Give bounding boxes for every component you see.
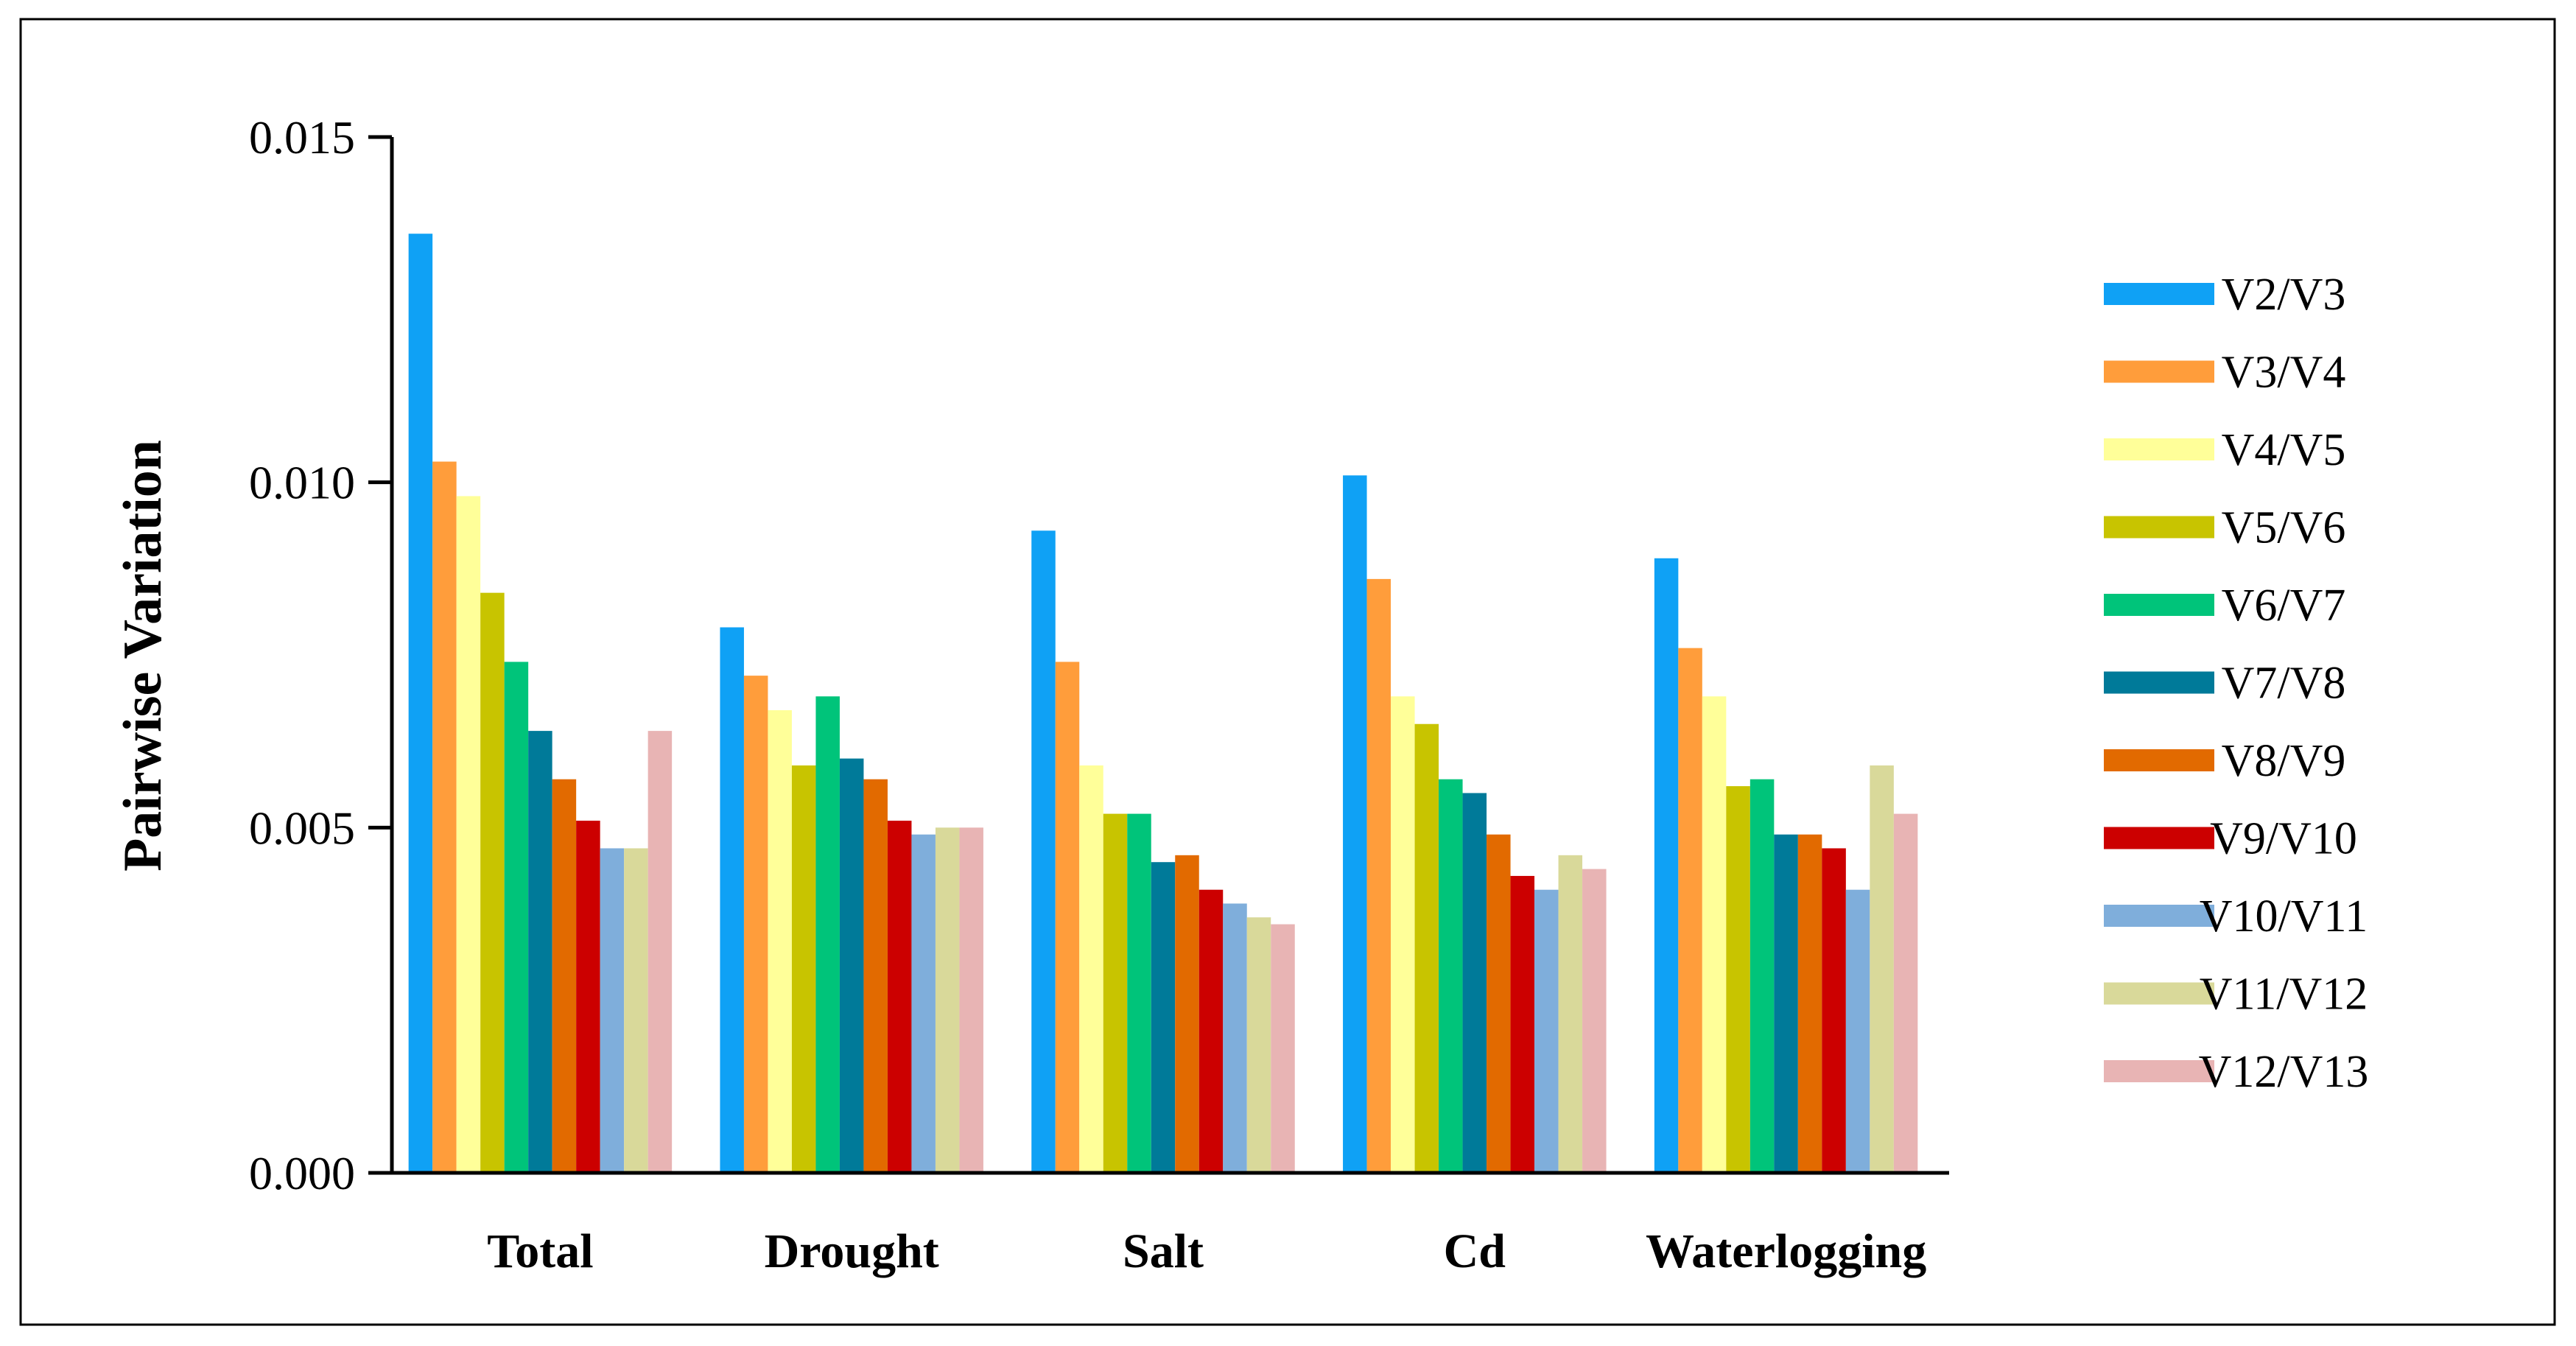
legend-label: V12/V13	[2199, 1047, 2369, 1097]
bar	[887, 820, 912, 1173]
bar	[1391, 696, 1415, 1173]
bar	[1845, 889, 1870, 1173]
bar	[1198, 889, 1224, 1173]
bar	[1558, 855, 1583, 1173]
bar	[959, 827, 983, 1173]
legend-swatch	[2104, 749, 2214, 771]
x-category-label: Total	[487, 1224, 593, 1278]
bar	[1822, 848, 1846, 1173]
legend-label: V8/V9	[2222, 736, 2346, 786]
bar	[1127, 813, 1151, 1173]
bars-group	[408, 234, 1918, 1173]
bar	[1487, 834, 1511, 1173]
bar	[528, 731, 552, 1173]
legend-swatch	[2104, 283, 2214, 305]
legend-swatch	[2104, 438, 2214, 460]
bar	[432, 461, 457, 1173]
bar	[1726, 786, 1750, 1173]
bar	[456, 496, 481, 1173]
legend-swatch	[2104, 982, 2214, 1005]
legend-swatch	[2104, 594, 2214, 616]
y-tick-label: 0.010	[249, 457, 355, 509]
legend-label: V9/V10	[2210, 814, 2357, 864]
bar	[1223, 903, 1247, 1173]
y-tick-label: 0.015	[249, 111, 355, 164]
legend-label: V4/V5	[2222, 425, 2346, 475]
bar	[1031, 530, 1056, 1173]
bar	[624, 848, 648, 1173]
y-axis-label: Pairwise Variation	[113, 440, 173, 872]
bar	[791, 765, 816, 1173]
bar	[647, 731, 673, 1173]
bar	[1797, 834, 1822, 1173]
bar	[1366, 578, 1391, 1173]
legend-swatch	[2104, 905, 2214, 927]
bar	[1702, 696, 1727, 1173]
bar	[504, 662, 529, 1173]
bar	[1414, 723, 1439, 1173]
bar	[1774, 834, 1798, 1173]
legend-swatch	[2104, 516, 2214, 539]
bar	[1749, 779, 1775, 1173]
legend-swatch	[2104, 360, 2214, 383]
bar	[1534, 889, 1559, 1173]
bar	[1678, 648, 1702, 1173]
bar	[1343, 475, 1367, 1173]
bar	[1582, 869, 1607, 1173]
legend-label: V6/V7	[2222, 581, 2346, 631]
bar	[1151, 862, 1176, 1173]
x-category-label: Cd	[1444, 1224, 1506, 1278]
bar	[768, 709, 792, 1173]
bar	[1870, 765, 1894, 1173]
legend-swatch	[2104, 1060, 2214, 1082]
bar	[1893, 813, 1918, 1173]
y-tick-label: 0.000	[249, 1147, 355, 1199]
bar	[576, 820, 600, 1173]
bar	[1246, 917, 1271, 1173]
bar	[720, 627, 744, 1173]
bar	[839, 758, 864, 1173]
bar	[911, 834, 936, 1173]
x-category-label: Waterlogging	[1646, 1224, 1926, 1278]
legend-swatch	[2104, 827, 2214, 849]
legend: V2/V3 V3/V4 V4/V5 V5/V6 V6/V7 V7/V8 V8/V9 V9/V1…	[2104, 270, 2368, 1097]
bar	[1462, 793, 1487, 1173]
bar	[1271, 924, 1295, 1173]
bar	[480, 592, 505, 1173]
bar	[935, 827, 960, 1173]
bar	[1079, 765, 1103, 1173]
legend-label: V10/V11	[2200, 891, 2368, 942]
bar	[863, 779, 888, 1173]
legend-swatch	[2104, 671, 2214, 694]
bar	[743, 676, 768, 1173]
y-ticks-group: 0.000 0.005 0.010 0.015	[249, 111, 392, 1199]
legend-label: V11/V12	[2200, 970, 2368, 1020]
y-tick-label: 0.005	[249, 802, 355, 854]
legend-label: V3/V4	[2222, 348, 2346, 398]
x-category-label: Salt	[1123, 1224, 1204, 1278]
bar	[1510, 875, 1535, 1173]
legend-label: V7/V8	[2222, 659, 2346, 709]
bar	[408, 234, 433, 1173]
bar	[552, 779, 577, 1173]
bar	[1055, 662, 1080, 1173]
x-categories-group: Total Drought Salt Cd Waterlogging	[487, 1224, 1926, 1278]
bar	[1439, 779, 1463, 1173]
bar	[1175, 855, 1199, 1173]
bar	[1103, 813, 1128, 1173]
legend-label: V2/V3	[2222, 270, 2346, 320]
legend-label: V5/V6	[2222, 503, 2346, 553]
bar	[1654, 558, 1679, 1173]
bar	[815, 696, 840, 1173]
bar	[600, 848, 625, 1173]
x-category-label: Drought	[765, 1224, 939, 1278]
